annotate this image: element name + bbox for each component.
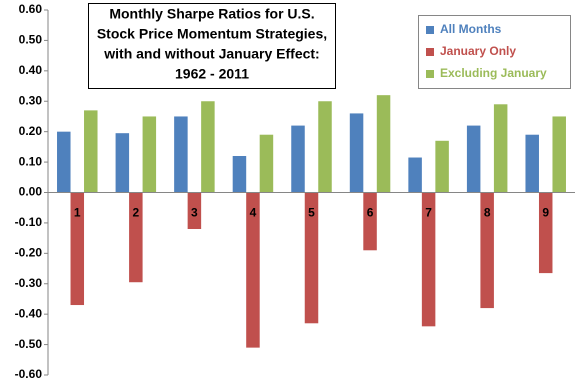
y-tick-label: -0.50 [15, 337, 43, 351]
bar [129, 192, 143, 283]
legend-swatch [426, 26, 434, 34]
x-tick-label: 1 [74, 206, 81, 220]
bar [246, 192, 260, 348]
y-tick-label: 0.50 [19, 33, 43, 47]
x-tick-label: 4 [250, 206, 257, 220]
bar [232, 156, 247, 193]
bar [318, 101, 332, 193]
bar [421, 192, 436, 327]
bar [480, 192, 494, 309]
y-tick-label: -0.40 [15, 306, 43, 320]
x-tick-label: 3 [191, 206, 198, 220]
bar [538, 192, 553, 274]
bar [70, 192, 85, 306]
bar [363, 192, 377, 251]
bar [291, 125, 305, 193]
y-tick-label: 0.00 [19, 185, 43, 199]
y-tick-label: -0.20 [15, 246, 43, 260]
bar [552, 116, 566, 193]
bar [466, 125, 481, 193]
x-tick-label: 8 [484, 206, 491, 220]
bar [174, 116, 188, 193]
legend-swatch [426, 70, 434, 78]
bar [304, 192, 319, 324]
y-tick-label: -0.30 [15, 276, 43, 290]
bar [376, 95, 391, 193]
bar [493, 104, 508, 193]
legend-swatch [426, 48, 434, 56]
y-tick-label: 0.20 [19, 124, 43, 138]
chart-title: Stock Price Momentum Strategies, [97, 26, 327, 42]
chart-title: with and without January Effect: [103, 46, 319, 62]
bar [84, 110, 98, 193]
legend-box [418, 15, 571, 89]
bar [349, 113, 364, 193]
bar [201, 101, 215, 193]
chart-title: 1962 - 2011 [175, 66, 249, 82]
bar [142, 116, 157, 193]
bar [435, 140, 449, 193]
x-tick-label: 9 [542, 206, 549, 220]
y-tick-label: -0.60 [15, 367, 43, 381]
legend-label: Excluding January [440, 66, 547, 80]
title-box [88, 3, 336, 89]
x-tick-label: 7 [425, 206, 432, 220]
x-tick-label: 2 [132, 206, 139, 220]
y-tick-label: -0.10 [15, 215, 43, 229]
x-tick-label: 6 [367, 206, 374, 220]
chart-title: Monthly Sharpe Ratios for U.S. [109, 6, 314, 22]
y-tick-label: 0.40 [19, 63, 43, 77]
bar [57, 131, 71, 193]
bar [259, 134, 274, 193]
bar [187, 192, 202, 229]
legend-label: All Months [440, 22, 502, 36]
bar [408, 157, 422, 193]
y-tick-label: 0.10 [19, 154, 43, 168]
x-tick-label: 5 [308, 206, 315, 220]
legend-label: January Only [440, 44, 516, 58]
y-tick-label: 0.60 [19, 2, 43, 16]
bar [525, 134, 539, 193]
bar [115, 133, 130, 193]
y-tick-label: 0.30 [19, 93, 43, 107]
